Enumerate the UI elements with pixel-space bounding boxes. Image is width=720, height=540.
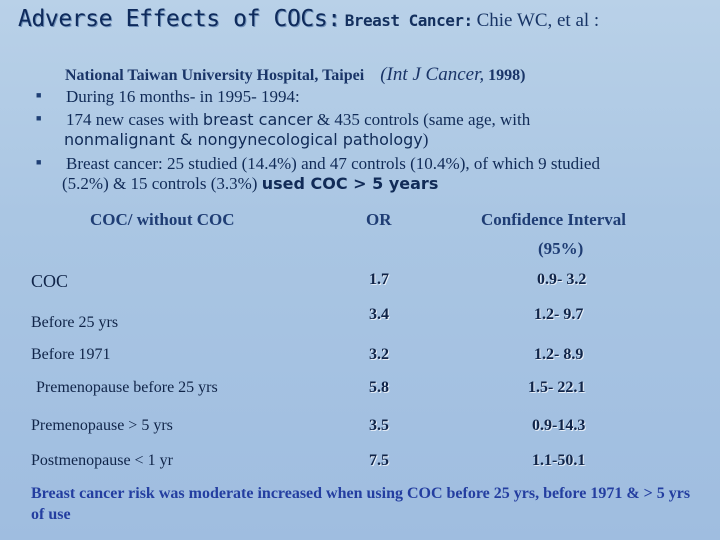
row-ci: 0.9- 3.2 <box>537 271 587 288</box>
bullet-dot-icon: ■ <box>36 90 42 100</box>
bullet-results-prefix: (5.2%) & 15 controls (3.3%) <box>62 174 262 193</box>
slide-title: Adverse Effects of COCs: Breast Cancer: … <box>18 6 599 40</box>
conclusion-note: Breast cancer risk was moderate increase… <box>31 485 691 523</box>
journal-year: 1998) <box>488 67 526 84</box>
title-main: Adverse Effects of COCs: <box>18 6 341 32</box>
bullet-results: ■ Breast cancer: 25 studied (14.4%) and … <box>36 154 706 194</box>
row-ci: 1.2- 9.7 <box>534 306 584 323</box>
row-or: 1.7 <box>369 271 389 288</box>
title-sub: Breast Cancer: <box>344 11 473 30</box>
bullet-results-highlight: used COC > 5 years <box>261 174 439 193</box>
row-ci: 1.1-50.1 <box>532 452 586 469</box>
row-or: 3.4 <box>369 306 389 323</box>
row-label: COC <box>31 271 69 291</box>
row-ci: 1.5- 22.1 <box>528 379 586 396</box>
source-line: National Taiwan University Hospital, Tai… <box>65 64 525 86</box>
journal-name: (Int J Cancer, <box>380 64 485 85</box>
bullet-period: ■ During 16 months- in 1995- 1994: <box>36 87 300 107</box>
bullet-cases-prefix: 174 new cases with <box>66 110 203 129</box>
bullet-period-text: During 16 months- in 1995- 1994: <box>66 87 300 106</box>
row-label: Before 25 yrs <box>31 314 119 331</box>
table-header-ci: Confidence Interval <box>481 210 626 229</box>
bullet-results-line1: Breast cancer: 25 studied (14.4%) and 47… <box>66 154 600 173</box>
bullet-dot-icon: ■ <box>36 113 42 123</box>
table-header-or: OR <box>366 210 392 229</box>
bullet-cases: ■ 174 new cases with breast cancer & 435… <box>36 110 706 150</box>
row-or: 3.2 <box>369 346 389 363</box>
table-header-ci-sub: (95%) <box>538 239 584 258</box>
row-label: Postmenopause < 1 yr <box>31 452 173 469</box>
row-or: 7.5 <box>369 452 389 469</box>
row-label: Premenopause > 5 yrs <box>31 417 173 434</box>
bullet-cases-suffix: & 435 controls (same age, with <box>312 110 531 129</box>
row-ci: 1.2- 8.9 <box>534 346 584 363</box>
hospital-name: National Taiwan University Hospital, Tai… <box>65 67 365 84</box>
bullet-dot-icon: ■ <box>36 157 42 167</box>
row-ci: 0.9-14.3 <box>532 417 586 434</box>
bullet-cases-highlight: breast cancer <box>202 110 313 129</box>
bullet-cases-line2-end: ) <box>422 130 429 149</box>
row-label: Premenopause before 25 yrs <box>36 379 218 396</box>
row-or: 3.5 <box>369 417 389 434</box>
title-authors: Chie WC, et al : <box>476 10 600 31</box>
row-or: 5.8 <box>369 379 389 396</box>
table-header-group: COC/ without COC <box>90 210 235 229</box>
bullet-cases-line2: nonmalignant & nongynecological patholog… <box>64 130 423 149</box>
row-label: Before 1971 <box>31 346 111 363</box>
